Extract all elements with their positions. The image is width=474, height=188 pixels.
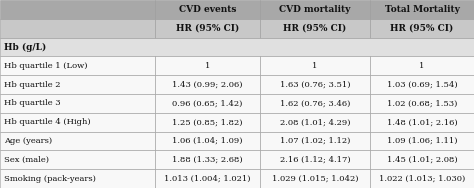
Bar — [370, 75, 474, 94]
Bar — [155, 94, 260, 113]
Bar — [370, 94, 474, 113]
Bar — [260, 56, 370, 75]
Bar — [260, 132, 370, 150]
Bar — [0, 169, 155, 188]
Bar — [370, 113, 474, 132]
Text: 2.16 (1.12; 4.17): 2.16 (1.12; 4.17) — [280, 156, 350, 164]
Bar — [155, 75, 260, 94]
Text: CVD mortality: CVD mortality — [279, 5, 351, 14]
Text: 1.09 (1.06; 1.11): 1.09 (1.06; 1.11) — [387, 137, 457, 145]
Text: 1.013 (1.004; 1.021): 1.013 (1.004; 1.021) — [164, 175, 251, 183]
Bar — [370, 0, 474, 19]
Text: 1.62 (0.76; 3.46): 1.62 (0.76; 3.46) — [280, 99, 350, 107]
Text: 1.88 (1.33; 2.68): 1.88 (1.33; 2.68) — [172, 156, 243, 164]
Text: 1.25 (0.85; 1.82): 1.25 (0.85; 1.82) — [172, 118, 243, 126]
Bar — [155, 150, 260, 169]
Text: 1.06 (1.04; 1.09): 1.06 (1.04; 1.09) — [172, 137, 243, 145]
Text: 2.08 (1.01; 4.29): 2.08 (1.01; 4.29) — [280, 118, 350, 126]
Bar — [370, 19, 474, 38]
Text: 1.43 (0.99; 2.06): 1.43 (0.99; 2.06) — [172, 81, 243, 89]
Bar — [0, 132, 155, 150]
Bar — [260, 113, 370, 132]
Bar — [260, 94, 370, 113]
Text: 1.07 (1.02; 1.12): 1.07 (1.02; 1.12) — [280, 137, 350, 145]
Text: HR (95% CI): HR (95% CI) — [176, 24, 239, 33]
Text: 1.022 (1.013; 1.030): 1.022 (1.013; 1.030) — [379, 175, 465, 183]
Text: 1: 1 — [419, 62, 425, 70]
Text: Hb quartile 1 (Low): Hb quartile 1 (Low) — [4, 62, 88, 70]
Bar — [260, 0, 370, 19]
Text: Hb (g/L): Hb (g/L) — [4, 42, 46, 52]
Bar — [155, 56, 260, 75]
Bar — [260, 169, 370, 188]
Text: 0.96 (0.65; 1.42): 0.96 (0.65; 1.42) — [173, 99, 243, 107]
Bar — [260, 19, 370, 38]
Text: 1.02 (0.68; 1.53): 1.02 (0.68; 1.53) — [387, 99, 457, 107]
Bar — [0, 19, 155, 38]
Text: 1.48 (1.01; 2.16): 1.48 (1.01; 2.16) — [387, 118, 457, 126]
Bar — [370, 169, 474, 188]
Bar — [0, 150, 155, 169]
Text: Hb quartile 4 (High): Hb quartile 4 (High) — [4, 118, 91, 126]
Text: Hb quartile 3: Hb quartile 3 — [4, 99, 61, 107]
Bar — [0, 38, 474, 56]
Bar — [370, 150, 474, 169]
Bar — [155, 113, 260, 132]
Text: 1: 1 — [205, 62, 210, 70]
Text: 1.63 (0.76; 3.51): 1.63 (0.76; 3.51) — [280, 81, 350, 89]
Bar — [260, 150, 370, 169]
Text: Total Mortality: Total Mortality — [384, 5, 459, 14]
Bar — [260, 75, 370, 94]
Text: Sex (male): Sex (male) — [4, 156, 49, 164]
Text: 1: 1 — [312, 62, 318, 70]
Text: CVD events: CVD events — [179, 5, 236, 14]
Bar — [0, 0, 155, 19]
Bar — [155, 19, 260, 38]
Bar — [155, 0, 260, 19]
Text: HR (95% CI): HR (95% CI) — [283, 24, 346, 33]
Bar — [0, 113, 155, 132]
Text: 1.029 (1.015; 1.042): 1.029 (1.015; 1.042) — [272, 175, 358, 183]
Bar — [0, 75, 155, 94]
Text: Age (years): Age (years) — [4, 137, 52, 145]
Bar — [0, 94, 155, 113]
Text: HR (95% CI): HR (95% CI) — [391, 24, 454, 33]
Bar — [370, 132, 474, 150]
Bar — [155, 132, 260, 150]
Text: 1.45 (1.01; 2.08): 1.45 (1.01; 2.08) — [387, 156, 457, 164]
Text: Hb quartile 2: Hb quartile 2 — [4, 81, 61, 89]
Bar — [370, 56, 474, 75]
Bar — [0, 56, 155, 75]
Text: Smoking (pack-years): Smoking (pack-years) — [4, 175, 96, 183]
Text: 1.03 (0.69; 1.54): 1.03 (0.69; 1.54) — [387, 81, 457, 89]
Bar — [155, 169, 260, 188]
